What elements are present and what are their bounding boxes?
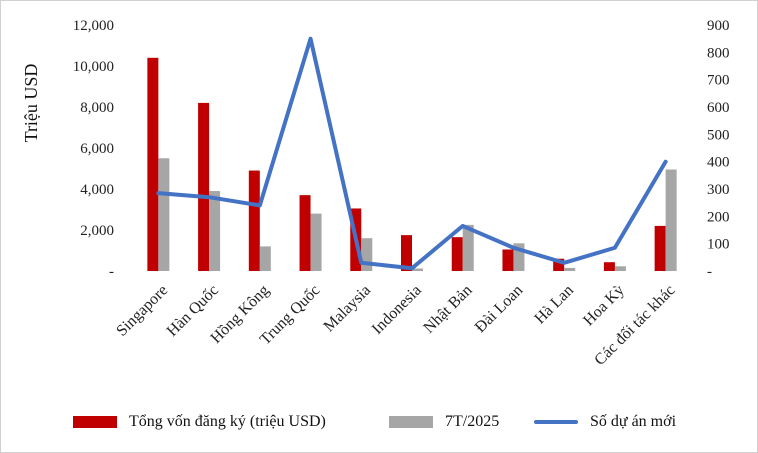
bar-7t2025	[361, 238, 373, 271]
combo-chart: Triệu USD - 2,000 4,000 6,000 8,000 10,000 12,…	[21, 18, 730, 369]
y2-tick-label: 100	[707, 237, 730, 253]
line-new-projects	[156, 36, 668, 271]
y-tick-label: 8,000	[80, 100, 114, 116]
y2-tick-label: 900	[707, 18, 730, 34]
bars-group	[147, 57, 677, 272]
legend-swatch-total	[73, 416, 117, 428]
bar-7t2025	[259, 246, 271, 271]
bar-total	[603, 262, 615, 271]
legend-item-total: Tổng vốn đăng ký (triệu USD)	[73, 413, 326, 431]
legend-label-7t2025: 7T/2025	[445, 413, 500, 430]
y-tick-label: 2,000	[80, 223, 114, 239]
legend-label-new-projects: Số dự án mới	[590, 413, 677, 430]
x-tick-label: Nhật Bản	[420, 282, 475, 337]
legend-swatch-7t2025	[389, 416, 433, 428]
bar-7t2025	[462, 224, 474, 271]
y2-tick-label: 200	[707, 209, 730, 225]
legend-swatch-new-projects	[534, 420, 578, 424]
y2-tick-label: 500	[707, 127, 730, 143]
legend-label-total: Tổng vốn đăng ký (triệu USD)	[129, 413, 326, 430]
bar-7t2025	[412, 268, 423, 271]
y2-tick-label: 600	[707, 100, 730, 116]
x-tick-label: Hoa Kỳ	[580, 282, 628, 330]
y-tick-label: 6,000	[80, 141, 114, 157]
legend: Tổng vốn đăng ký (triệu USD) 7T/2025 Số …	[1, 407, 757, 441]
y-axis-title-group: Triệu USD	[21, 64, 41, 143]
bar-7t2025	[209, 191, 221, 271]
y-axis-title: Triệu USD	[21, 64, 41, 143]
bar-7t2025	[158, 158, 170, 271]
bar-7t2025	[665, 169, 677, 271]
bar-total	[654, 225, 666, 271]
y2-tick-label: 400	[707, 155, 730, 171]
y2-axis-ticks: - 100 200 300 400 500 600 700 800 900	[707, 18, 730, 280]
bar-7t2025	[310, 213, 322, 271]
bar-total	[553, 258, 565, 271]
line-layer	[156, 36, 668, 271]
y2-tick-label: -	[707, 264, 712, 280]
bar-total	[248, 170, 260, 271]
bar-total	[147, 57, 159, 271]
bar-total	[502, 249, 514, 271]
bar-7t2025	[564, 267, 576, 271]
y-tick-label: 10,000	[73, 59, 114, 75]
y-tick-label: -	[109, 264, 114, 280]
y-axis-ticks: - 2,000 4,000 6,000 8,000 10,000 12,000	[73, 18, 114, 280]
y2-tick-label: 800	[707, 45, 730, 61]
bar-total	[299, 195, 311, 271]
bar-total	[198, 102, 210, 272]
y-tick-label: 4,000	[80, 182, 114, 198]
legend-item-new-projects: Số dự án mới	[534, 413, 676, 431]
bar-total	[451, 237, 463, 271]
y2-tick-label: 300	[707, 182, 730, 198]
x-tick-label: Malaysia	[321, 282, 374, 335]
x-tick-label: Hà Lan	[531, 282, 577, 328]
y-tick-label: 12,000	[73, 18, 114, 34]
legend-item-7t2025: 7T/2025	[389, 413, 499, 431]
bar-7t2025	[513, 243, 525, 271]
x-tick-label: Singapore	[113, 282, 171, 340]
x-tick-label: Indonesia	[369, 282, 425, 338]
y2-tick-label: 700	[707, 73, 730, 89]
bar-7t2025	[614, 266, 626, 271]
bar-total	[401, 235, 412, 271]
x-tick-label: Đài Loan	[472, 282, 526, 336]
